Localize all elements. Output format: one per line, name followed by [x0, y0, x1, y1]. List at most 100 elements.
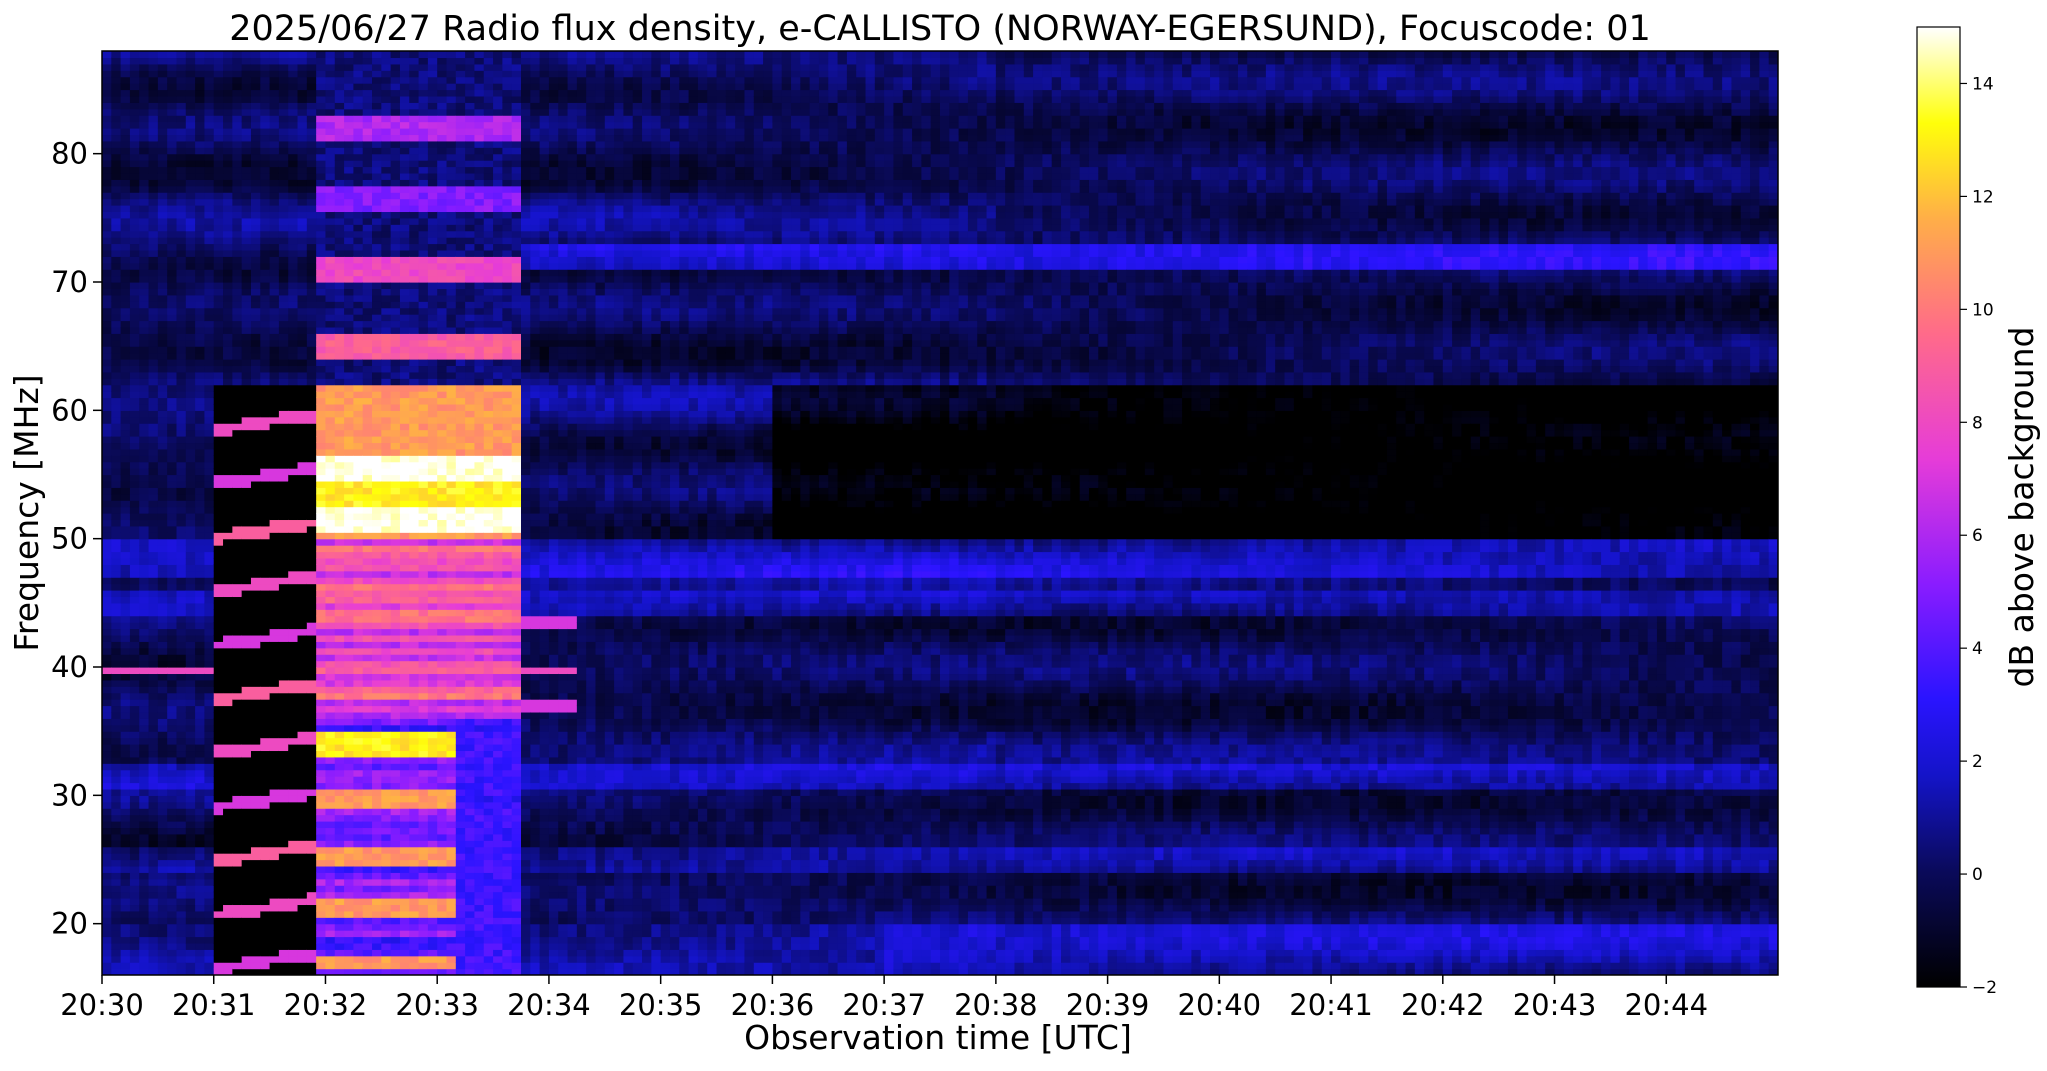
heatmap-cell: [279, 179, 289, 186]
heatmap-cell: [149, 603, 159, 610]
heatmap-cell: [316, 57, 326, 64]
heatmap-cell: [223, 314, 233, 321]
heatmap-cell: [260, 827, 270, 834]
heatmap-cell: [232, 840, 242, 847]
heatmap-cell: [307, 353, 317, 360]
heatmap-cell: [270, 455, 280, 462]
heatmap-cell: [381, 802, 391, 809]
heatmap-cell: [195, 205, 205, 212]
heatmap-cell: [409, 224, 419, 231]
heatmap-cell: [111, 596, 121, 603]
heatmap-cell: [232, 237, 242, 244]
heatmap-cell: [149, 372, 159, 379]
heatmap-cell: [149, 276, 159, 283]
heatmap-cell: [270, 436, 280, 443]
heatmap-cell: [381, 654, 391, 661]
heatmap-cell: [270, 231, 280, 238]
heatmap-cell: [260, 847, 270, 854]
heatmap-cell: [130, 308, 140, 315]
heatmap-cell: [419, 712, 429, 719]
heatmap-cell: [344, 622, 354, 629]
heatmap-cell: [307, 70, 317, 77]
heatmap-cell: [204, 179, 214, 186]
heatmap-cell: [251, 757, 261, 764]
heatmap-cell: [223, 436, 233, 443]
heatmap-cell: [409, 128, 419, 135]
heatmap-cell: [381, 494, 391, 501]
heatmap-cell: [186, 603, 196, 610]
heatmap-cell: [139, 263, 149, 270]
heatmap-cell: [381, 475, 391, 482]
heatmap-cell: [260, 962, 270, 969]
heatmap-cell: [139, 731, 149, 738]
heatmap-cell: [260, 840, 270, 847]
heatmap-cell: [270, 821, 280, 828]
heatmap-cell: [176, 539, 186, 546]
heatmap-cell: [316, 847, 326, 854]
heatmap-cell: [121, 205, 131, 212]
heatmap-cell: [195, 462, 205, 469]
heatmap-cell: [232, 353, 242, 360]
heatmap-cell: [391, 263, 401, 270]
heatmap-cell: [186, 256, 196, 263]
heatmap-cell: [298, 147, 308, 154]
heatmap-cell: [372, 468, 382, 475]
heatmap-cell: [204, 462, 214, 469]
heatmap-cell: [139, 635, 149, 642]
heatmap-cell: [307, 596, 317, 603]
heatmap-cell: [149, 199, 159, 206]
heatmap-cell: [363, 436, 373, 443]
heatmap-cell: [307, 526, 317, 533]
heatmap-cell: [335, 770, 345, 777]
heatmap-cell: [400, 417, 410, 424]
heatmap-cell: [353, 173, 363, 180]
heatmap-cell: [204, 596, 214, 603]
heatmap-cell: [353, 398, 363, 405]
heatmap-cell: [251, 321, 261, 328]
heatmap-cell: [288, 539, 298, 546]
heatmap-cell: [121, 827, 131, 834]
heatmap-cell: [260, 776, 270, 783]
heatmap-cell: [298, 128, 308, 135]
heatmap-cell: [214, 333, 224, 340]
heatmap-cell: [381, 64, 391, 71]
heatmap-cell: [167, 904, 177, 911]
heatmap-cell: [121, 596, 131, 603]
heatmap-cell: [195, 699, 205, 706]
heatmap-cell: [102, 673, 112, 680]
heatmap-cell: [204, 853, 214, 860]
heatmap-cell: [400, 134, 410, 141]
heatmap-cell: [204, 770, 214, 777]
heatmap-cell: [363, 783, 373, 790]
heatmap-cell: [363, 885, 373, 892]
heatmap-cell: [102, 558, 112, 565]
heatmap-cell: [111, 449, 121, 456]
heatmap-cell: [251, 237, 261, 244]
heatmap-cell: [288, 128, 298, 135]
heatmap-cell: [288, 51, 298, 58]
heatmap-cell: [307, 404, 317, 411]
heatmap-cell: [176, 70, 186, 77]
heatmap-cell: [307, 436, 317, 443]
heatmap-cell: [223, 295, 233, 302]
heatmap-cell: [176, 815, 186, 822]
heatmap-cell: [251, 956, 261, 963]
heatmap-cell: [372, 308, 382, 315]
heatmap-cell: [186, 866, 196, 873]
heatmap-cell: [400, 250, 410, 257]
heatmap-cell: [325, 860, 335, 867]
heatmap-cell: [344, 571, 354, 578]
heatmap-cell: [372, 507, 382, 514]
heatmap-cell: [409, 584, 419, 591]
heatmap-cell: [279, 218, 289, 225]
heatmap-cell: [251, 706, 261, 713]
heatmap-cell: [381, 391, 391, 398]
heatmap-cell: [270, 879, 280, 886]
heatmap-cell: [409, 911, 419, 918]
heatmap-cell: [176, 924, 186, 931]
heatmap-cell: [307, 917, 317, 924]
heatmap-cell: [102, 481, 112, 488]
heatmap-cell: [139, 308, 149, 315]
heatmap-cell: [149, 410, 159, 417]
heatmap-cell: [372, 821, 382, 828]
